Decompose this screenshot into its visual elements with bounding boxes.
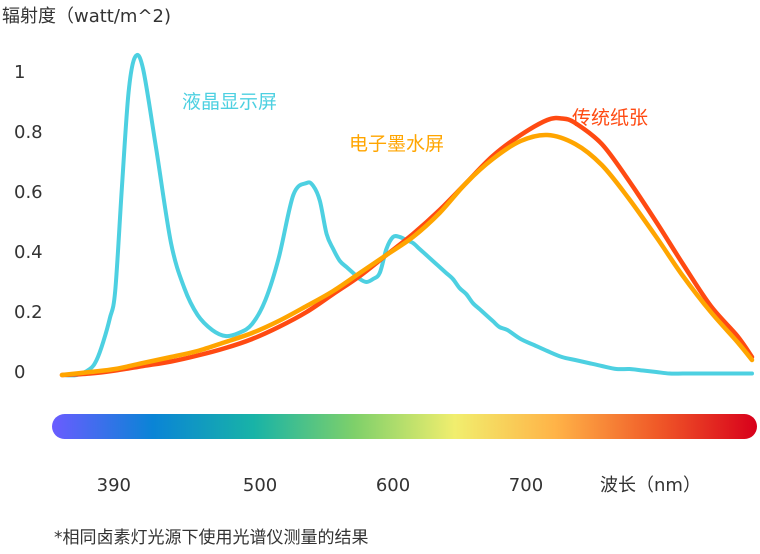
y-axis-label: 辐射度（watt/m^2) [2, 6, 171, 27]
series-label-lcd: 液晶显示屏 [182, 91, 277, 113]
y-tick-labels: 0 0.2 0.4 0.6 0.8 1 [14, 62, 43, 383]
y-tick-label: 0.2 [14, 302, 43, 323]
y-tick-label: 0 [14, 362, 25, 383]
y-tick-label: 1 [14, 62, 25, 83]
series-line-paper [59, 115, 755, 378]
x-tick-label: 600 [376, 475, 410, 496]
footnote: *相同卤素灯光源下使用光谱仪测量的结果 [54, 527, 369, 548]
visible-spectrum-bar [52, 414, 757, 439]
x-tick-labels: 390 500 600 700 [97, 475, 543, 496]
y-tick-label: 0.8 [14, 122, 43, 143]
series-label-eink: 电子墨水屏 [349, 133, 444, 155]
y-tick-label: 0.6 [14, 182, 43, 203]
series-line-lcd [60, 52, 754, 378]
x-tick-label: 390 [97, 475, 131, 496]
series-label-paper: 传统纸张 [572, 107, 648, 129]
series-line-eink [59, 132, 755, 378]
x-tick-label: 700 [509, 475, 543, 496]
y-tick-label: 0.4 [14, 242, 43, 263]
series-lines [59, 52, 755, 378]
x-tick-label: 500 [243, 475, 277, 496]
x-axis-label: 波长（nm） [600, 475, 701, 496]
